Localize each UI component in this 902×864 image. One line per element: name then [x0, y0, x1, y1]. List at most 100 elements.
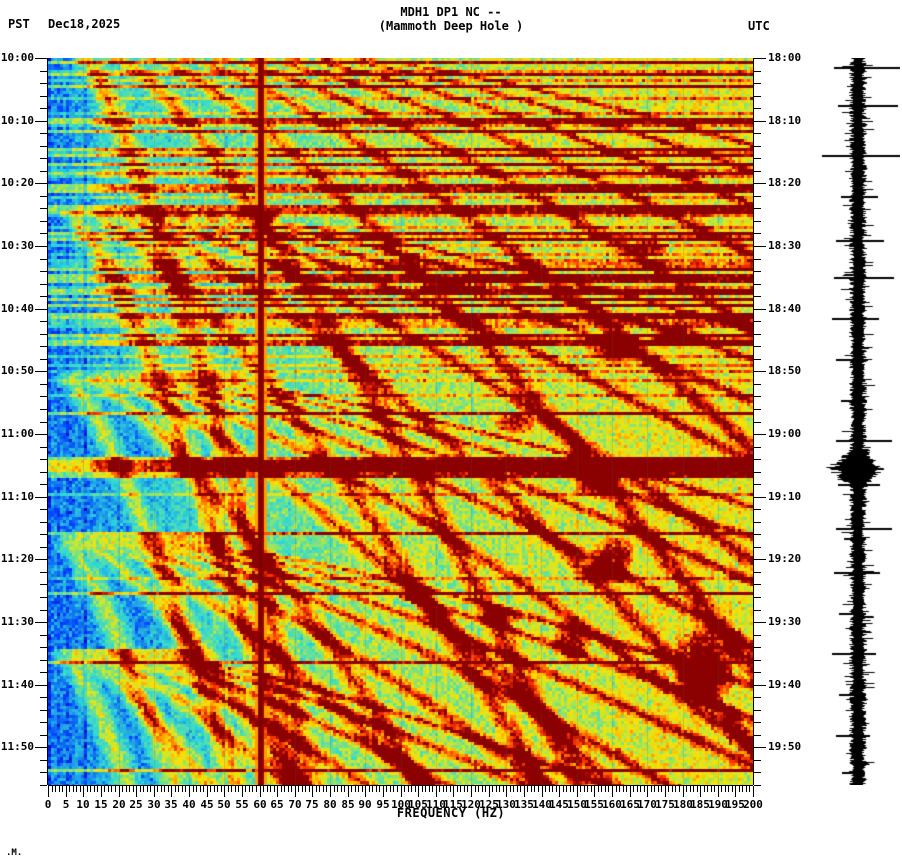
- freq-tick-minor: [379, 786, 380, 792]
- freq-tick-minor: [598, 786, 599, 792]
- freq-tick-minor: [538, 786, 539, 792]
- time-tick-minor-left: [40, 710, 47, 711]
- freq-tick-major: [242, 786, 243, 797]
- freq-tick-minor: [168, 786, 169, 792]
- freq-tick-major: [683, 786, 684, 797]
- freq-label: 40: [182, 798, 196, 811]
- time-tick-minor-right: [754, 83, 761, 84]
- freq-label: 115: [443, 798, 463, 811]
- time-tick-minor-right: [754, 171, 761, 172]
- freq-tick-major: [224, 786, 225, 797]
- freq-tick-minor: [605, 786, 606, 792]
- time-tick-minor-right: [754, 221, 761, 222]
- freq-tick-minor: [143, 786, 144, 792]
- time-tick-major-right: [754, 246, 766, 247]
- freq-tick-minor: [749, 786, 750, 792]
- time-tick-minor-left: [40, 208, 47, 209]
- time-tick-minor-right: [754, 359, 761, 360]
- spectrogram-plot[interactable]: [48, 58, 753, 785]
- freq-tick-minor: [182, 786, 183, 792]
- time-label-left: 11:10: [0, 490, 34, 503]
- freq-tick-major: [101, 786, 102, 797]
- freq-tick-major: [119, 786, 120, 797]
- time-label-left: 10:20: [0, 176, 34, 189]
- time-tick-minor-right: [754, 259, 761, 260]
- time-tick-major-left: [35, 622, 47, 623]
- freq-tick-major: [559, 786, 560, 797]
- freq-label: 185: [690, 798, 710, 811]
- page-title: MDH1 DP1 NC --: [400, 5, 502, 19]
- freq-tick-minor: [637, 786, 638, 792]
- freq-tick-minor: [129, 786, 130, 792]
- freq-label: 105: [408, 798, 428, 811]
- freq-tick-minor: [263, 786, 264, 792]
- time-tick-minor-right: [754, 710, 761, 711]
- time-tick-minor-left: [40, 83, 47, 84]
- freq-label: 50: [217, 798, 231, 811]
- time-tick-minor-right: [754, 697, 761, 698]
- freq-tick-minor: [157, 786, 158, 792]
- freq-tick-major: [577, 786, 578, 797]
- freq-tick-minor: [513, 786, 514, 792]
- freq-tick-minor: [185, 786, 186, 792]
- freq-tick-major: [489, 786, 490, 797]
- freq-tick-major: [506, 786, 507, 797]
- freq-tick-minor: [235, 786, 236, 792]
- freq-tick-minor: [115, 786, 116, 792]
- time-label-right: 18:50: [768, 364, 802, 377]
- freq-tick-minor: [245, 786, 246, 792]
- freq-tick-minor: [742, 786, 743, 792]
- freq-label: 5: [62, 798, 70, 811]
- freq-tick-minor: [274, 786, 275, 792]
- freq-tick-minor: [527, 786, 528, 792]
- time-tick-minor-right: [754, 422, 761, 423]
- time-label-left: 11:20: [0, 552, 34, 565]
- time-tick-minor-left: [40, 509, 47, 510]
- freq-tick-minor: [372, 786, 373, 792]
- freq-tick-minor: [228, 786, 229, 792]
- freq-tick-minor: [728, 786, 729, 792]
- freq-tick-major: [418, 786, 419, 797]
- time-tick-minor-left: [40, 472, 47, 473]
- freq-tick-minor: [355, 786, 356, 792]
- freq-tick-minor: [545, 786, 546, 792]
- freq-tick-minor: [616, 786, 617, 792]
- freq-tick-major: [277, 786, 278, 797]
- time-tick-minor-right: [754, 71, 761, 72]
- freq-tick-minor: [422, 786, 423, 792]
- time-tick-minor-right: [754, 484, 761, 485]
- freq-tick-major: [66, 786, 67, 797]
- freq-tick-minor: [390, 786, 391, 792]
- time-tick-major-right: [754, 58, 766, 59]
- time-tick-major-left: [35, 747, 47, 748]
- freq-tick-minor: [439, 786, 440, 792]
- freq-tick-major: [612, 786, 613, 797]
- freq-label: 130: [496, 798, 516, 811]
- time-label-right: 18:20: [768, 176, 802, 189]
- freq-tick-minor: [284, 786, 285, 792]
- freq-tick-major: [647, 786, 648, 797]
- freq-tick-minor: [90, 786, 91, 792]
- time-tick-minor-left: [40, 396, 47, 397]
- time-tick-major-right: [754, 685, 766, 686]
- freq-label: 145: [549, 798, 569, 811]
- time-tick-minor-left: [40, 221, 47, 222]
- freq-tick-minor: [443, 786, 444, 792]
- time-tick-minor-left: [40, 409, 47, 410]
- page-subtitle: (Mammoth Deep Hole ): [378, 19, 524, 33]
- freq-label: 30: [147, 798, 161, 811]
- freq-label: 90: [358, 798, 372, 811]
- freq-tick-minor: [369, 786, 370, 792]
- freq-tick-minor: [552, 786, 553, 792]
- time-tick-minor-right: [754, 534, 761, 535]
- freq-tick-minor: [193, 786, 194, 792]
- time-tick-minor-right: [754, 472, 761, 473]
- time-tick-minor-left: [40, 108, 47, 109]
- time-tick-minor-left: [40, 522, 47, 523]
- freq-tick-major: [630, 786, 631, 797]
- freq-tick-minor: [73, 786, 74, 792]
- time-tick-minor-right: [754, 409, 761, 410]
- time-tick-major-right: [754, 622, 766, 623]
- freq-tick-minor: [231, 786, 232, 792]
- time-tick-major-left: [35, 309, 47, 310]
